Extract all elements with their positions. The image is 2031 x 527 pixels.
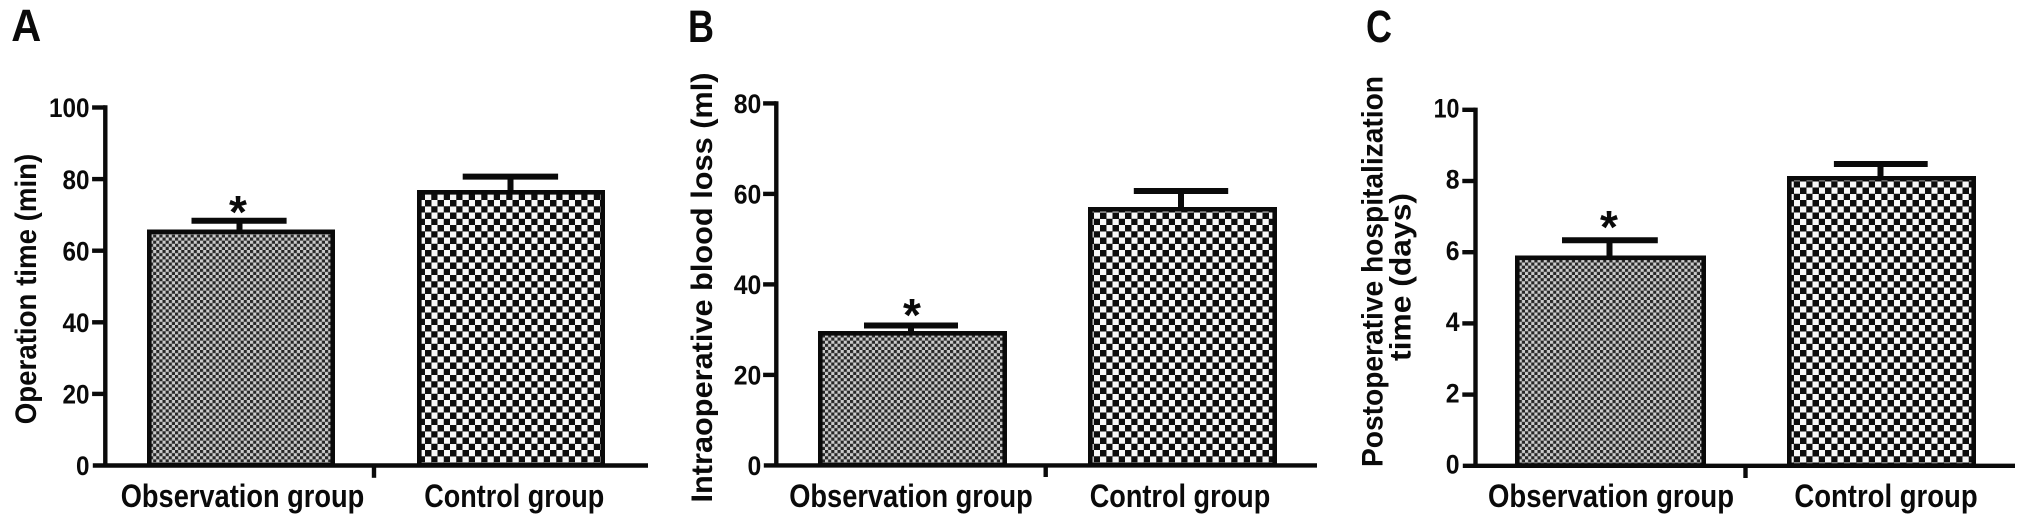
svg-text:Control group: Control group xyxy=(424,478,604,514)
svg-text:60: 60 xyxy=(734,180,762,210)
svg-text:40: 40 xyxy=(734,270,762,300)
svg-text:10: 10 xyxy=(1434,94,1460,124)
svg-text:*: * xyxy=(1600,201,1618,253)
svg-text:Observation group: Observation group xyxy=(121,478,365,514)
svg-text:0: 0 xyxy=(748,451,762,481)
svg-text:Observation group: Observation group xyxy=(1488,478,1734,514)
svg-text:Control group: Control group xyxy=(1090,478,1271,514)
svg-text:*: * xyxy=(229,186,247,238)
svg-text:Observation group: Observation group xyxy=(789,478,1033,514)
svg-text:time (days): time (days) xyxy=(1385,193,1418,361)
svg-text:B: B xyxy=(688,1,714,52)
svg-text:60: 60 xyxy=(63,236,90,266)
svg-text:*: * xyxy=(903,289,921,341)
svg-text:20: 20 xyxy=(63,380,90,410)
svg-text:0: 0 xyxy=(1446,450,1460,480)
svg-text:2: 2 xyxy=(1446,378,1460,408)
svg-text:Control group: Control group xyxy=(1794,478,1977,514)
svg-text:20: 20 xyxy=(734,361,762,391)
svg-text:C: C xyxy=(1366,1,1392,52)
svg-text:Postoperative hospitalization: Postoperative hospitalization xyxy=(1357,76,1390,467)
svg-text:6: 6 xyxy=(1446,236,1460,266)
svg-text:4: 4 xyxy=(1446,307,1460,337)
svg-text:Operation time (min): Operation time (min) xyxy=(10,154,43,425)
svg-text:Intraoperative blood loss (ml): Intraoperative blood loss (ml) xyxy=(686,73,719,503)
svg-text:8: 8 xyxy=(1446,165,1460,195)
svg-text:80: 80 xyxy=(63,165,90,195)
svg-text:80: 80 xyxy=(734,89,762,119)
svg-text:A: A xyxy=(11,0,41,51)
svg-text:100: 100 xyxy=(49,93,90,123)
svg-text:0: 0 xyxy=(76,451,90,481)
svg-text:40: 40 xyxy=(63,308,90,338)
